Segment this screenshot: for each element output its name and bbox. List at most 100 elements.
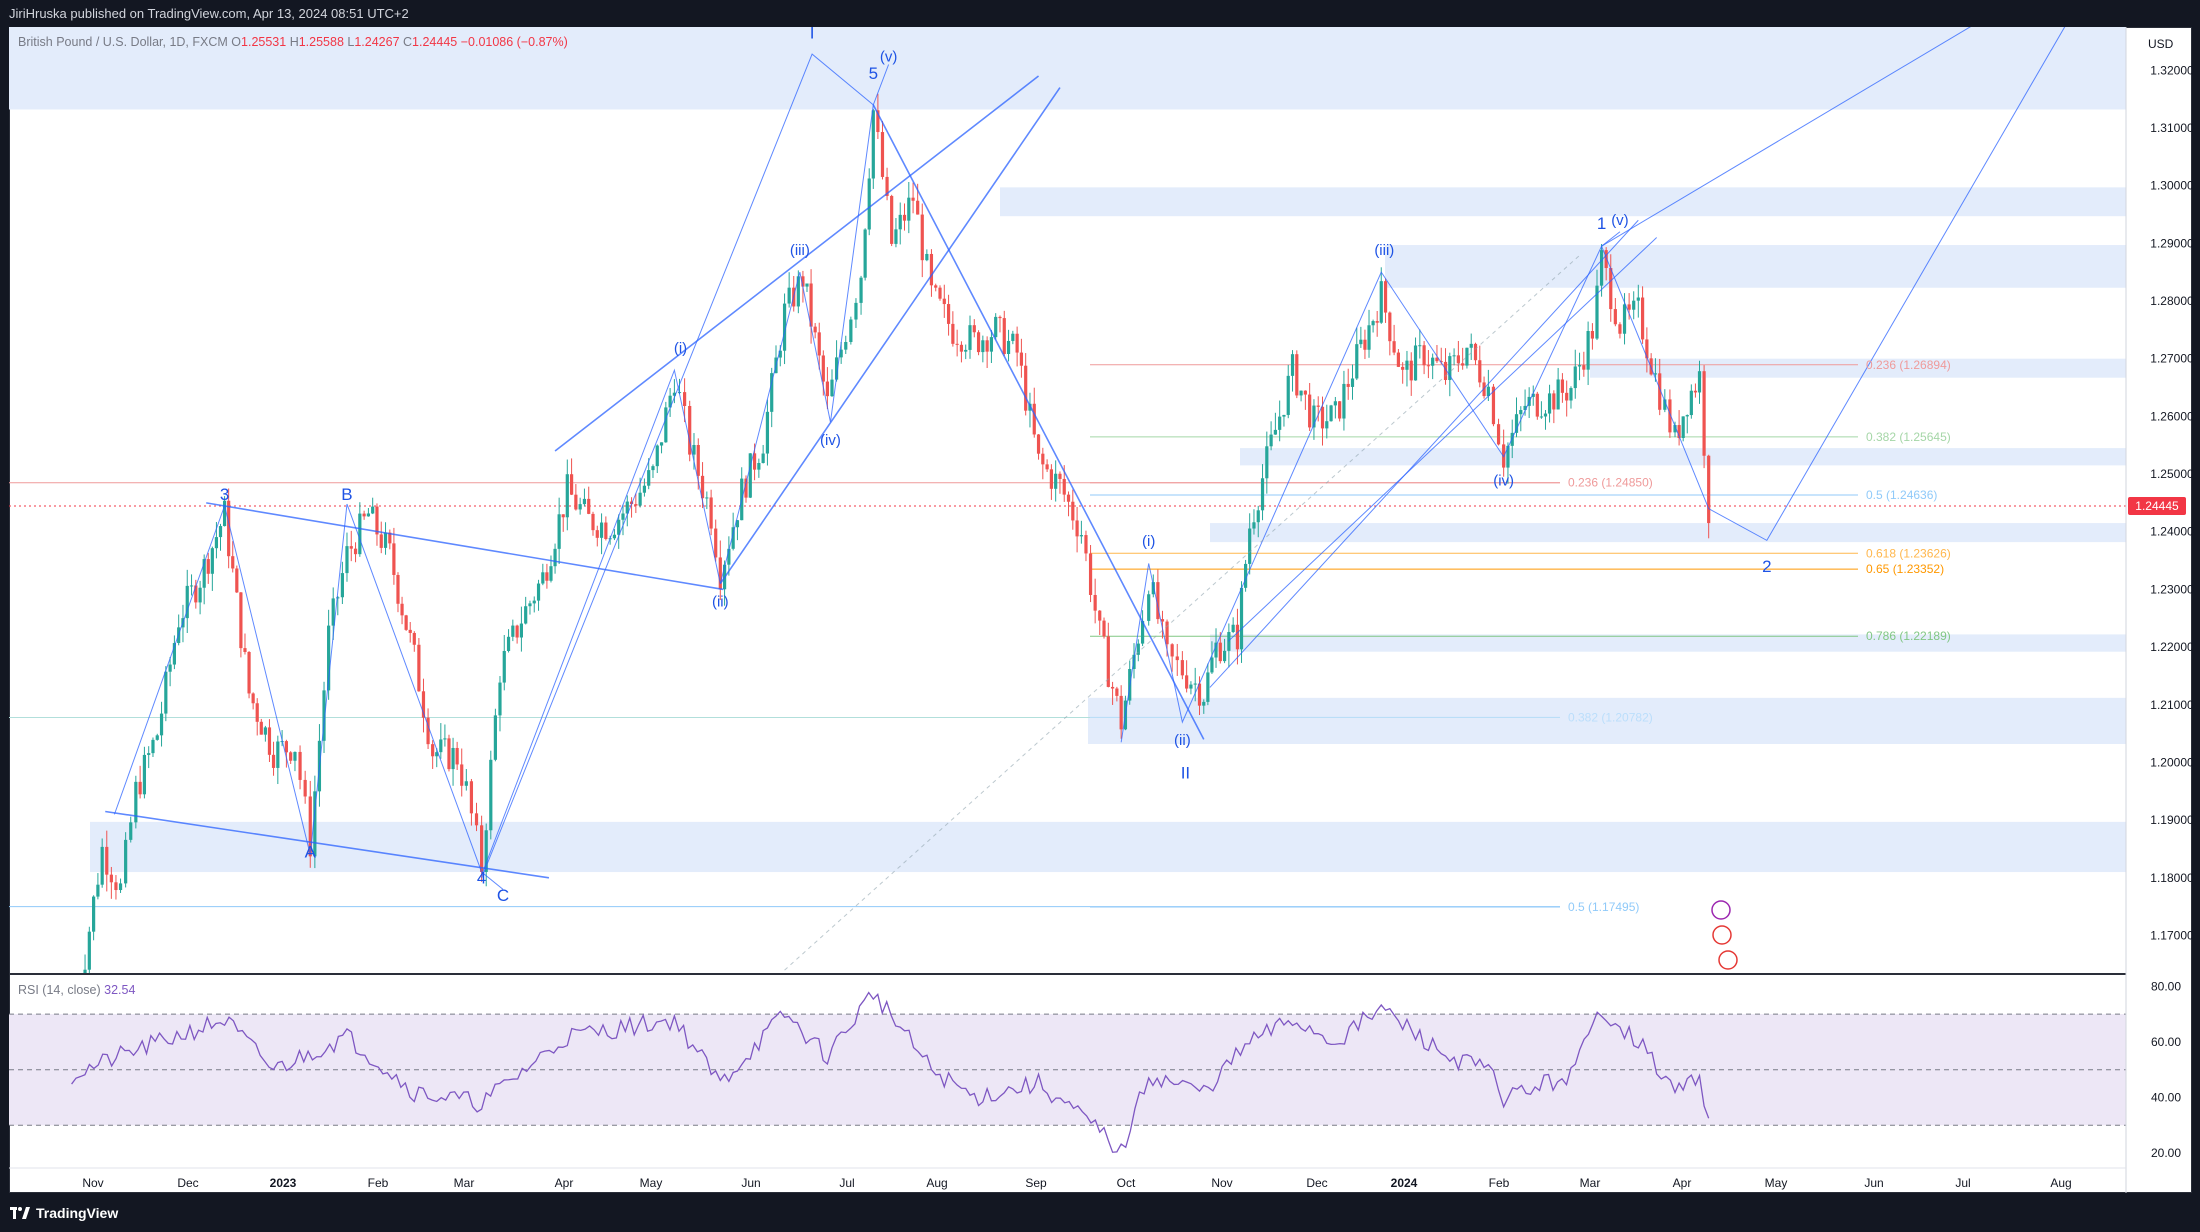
- price-tick: 1.26000: [2150, 409, 2194, 423]
- wave-label: I: [810, 24, 815, 43]
- candle-body: [574, 494, 578, 510]
- candle-body: [1658, 373, 1662, 410]
- candle-body: [435, 752, 439, 757]
- candle-body: [1045, 464, 1049, 470]
- candle-body: [981, 340, 985, 353]
- wave-label: 5: [869, 64, 878, 83]
- candle-body: [1019, 352, 1024, 366]
- candle-body: [911, 197, 915, 201]
- candle-body: [1006, 340, 1011, 354]
- candle-body: [1645, 339, 1649, 359]
- candle-body: [218, 526, 223, 538]
- fib-level-label: 0.382 (1.20782): [1568, 710, 1653, 724]
- price-tick: 1.23000: [2150, 582, 2194, 596]
- candle-body: [308, 796, 312, 857]
- candle-body: [331, 598, 335, 626]
- candle-body: [464, 781, 468, 786]
- wave-label: 2: [1762, 557, 1771, 576]
- publisher-bar: JiriHruska published on TradingView.com,…: [0, 0, 2200, 27]
- wave-label: A: [305, 843, 317, 862]
- candle-body: [388, 532, 392, 544]
- candle-body: [1269, 434, 1273, 447]
- candle-body: [400, 603, 404, 616]
- candle-body: [595, 530, 599, 538]
- candle-body: [1346, 383, 1350, 387]
- candle-body: [664, 407, 668, 443]
- rsi-legend: RSI (14, close) 32.54: [18, 983, 135, 997]
- candle-body: [1452, 355, 1456, 357]
- candle-body: [247, 651, 251, 694]
- candle-body: [587, 498, 591, 514]
- candle-body: [1189, 684, 1193, 689]
- candle-body: [1071, 501, 1075, 521]
- candle-body: [813, 326, 817, 333]
- candle-body: [599, 522, 604, 538]
- candle-body: [1379, 281, 1383, 323]
- wave-abc-path: [113, 503, 504, 890]
- time-tick: Apr: [555, 1176, 574, 1190]
- candle-body: [604, 522, 608, 540]
- candle-body: [612, 534, 617, 539]
- wave-label: (iii): [790, 242, 810, 259]
- candle-body: [1560, 379, 1565, 393]
- wave-path-2024: [1120, 231, 1621, 743]
- candle-body: [1252, 522, 1256, 529]
- candle-body: [1689, 390, 1693, 416]
- candle-body: [235, 568, 239, 593]
- candle-body: [1185, 675, 1189, 689]
- wave-label: (iii): [1374, 242, 1394, 259]
- candle-body: [1312, 405, 1316, 428]
- candle-body: [1106, 636, 1110, 687]
- price-tick: 1.17000: [2150, 929, 2194, 943]
- candle-body: [489, 759, 493, 831]
- candle-body: [1054, 473, 1058, 489]
- candle-body: [1206, 672, 1210, 702]
- candle-body: [705, 497, 709, 499]
- candle-body: [239, 592, 243, 649]
- candle-body: [898, 214, 902, 230]
- candle-body: [1569, 388, 1573, 401]
- candle-body: [651, 466, 655, 471]
- support-resistance-zone: [1210, 634, 2126, 652]
- wave-label: II: [1181, 764, 1190, 783]
- candle-body: [114, 882, 118, 891]
- candle-body: [138, 781, 142, 795]
- candle-body: [1426, 365, 1430, 367]
- candle-body: [1636, 297, 1640, 301]
- candle-body: [1573, 366, 1577, 389]
- candle-body: [1136, 643, 1140, 655]
- support-resistance-zone: [1000, 187, 2126, 217]
- candle-body: [1577, 365, 1582, 367]
- fib-level-label: 0.5 (1.24636): [1866, 488, 1937, 502]
- price-tick: 1.22000: [2150, 640, 2194, 654]
- candle-body: [451, 747, 455, 770]
- candle-body: [1320, 406, 1325, 429]
- rsi-tick: 80.00: [2151, 979, 2181, 993]
- candle-body: [484, 830, 488, 872]
- candle-body: [155, 735, 159, 740]
- support-resistance-zone: [1590, 358, 2126, 378]
- candle-body: [251, 693, 255, 704]
- support-resistance-zone: [1240, 448, 2126, 466]
- tradingview-logo[interactable]: TradingView: [10, 1205, 118, 1221]
- candle-body: [1235, 624, 1240, 650]
- candle-body: [942, 298, 946, 305]
- candle-body: [1604, 250, 1608, 269]
- time-tick: Feb: [1489, 1176, 1510, 1190]
- candle-body: [1465, 347, 1469, 366]
- candle-body: [480, 825, 484, 872]
- fib-level-label: 0.5 (1.17495): [1568, 900, 1639, 914]
- candle-body: [989, 337, 994, 352]
- candle-body: [1405, 360, 1409, 370]
- candle-body: [1214, 642, 1218, 658]
- candle-body: [1260, 478, 1265, 511]
- candle-body: [1514, 414, 1519, 433]
- candle-body: [1282, 414, 1286, 417]
- candle-body: [849, 319, 853, 342]
- price-tick: 1.29000: [2150, 236, 2194, 250]
- candle-body: [867, 178, 871, 230]
- candle-body: [267, 727, 272, 755]
- chart-panel[interactable]: [9, 27, 2192, 1193]
- candle-body: [787, 287, 791, 304]
